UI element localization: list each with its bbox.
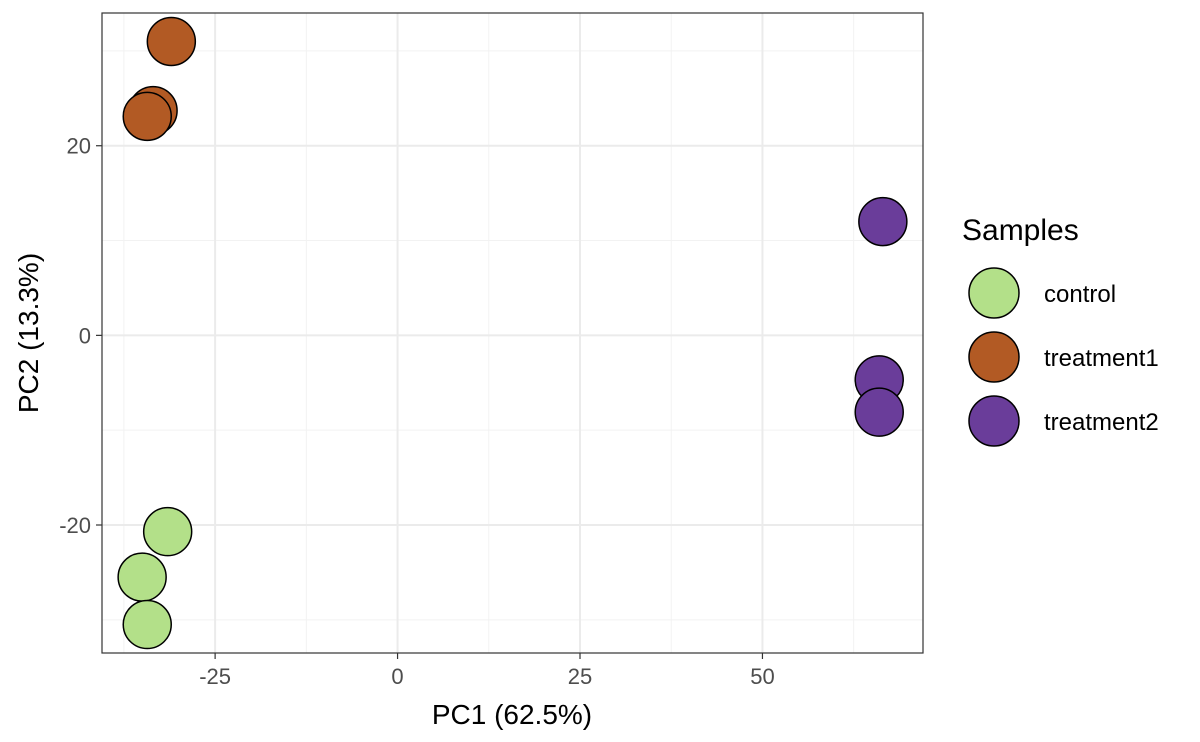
x-tick-label: -25 <box>199 664 231 689</box>
y-axis: -20 0 20 <box>59 134 102 538</box>
legend-key-control <box>968 267 1020 319</box>
legend-title: Samples <box>962 214 1079 247</box>
data-point-treatment2 <box>858 196 908 247</box>
data-point-treatment1 <box>122 91 172 142</box>
plot-panel <box>101 12 924 654</box>
panel-border <box>101 12 924 654</box>
legend-label-treatment2: treatment2 <box>1044 409 1159 436</box>
data-point-treatment2 <box>854 387 904 437</box>
legend-label-control: control <box>1044 281 1116 308</box>
data-points <box>117 16 908 650</box>
data-point-treatment1 <box>146 16 197 67</box>
data-point-control <box>142 506 193 557</box>
grid-major <box>102 13 923 653</box>
grid-minor <box>102 13 923 653</box>
data-point-control <box>117 552 167 602</box>
legend-key-treatment1 <box>968 331 1020 383</box>
x-axis-title: PC1 (62.5%) <box>432 699 592 730</box>
x-tick-label: 0 <box>391 664 403 689</box>
legend: Samples control treatment1 treatment2 <box>962 214 1159 447</box>
x-axis: -25 0 25 50 <box>199 653 775 689</box>
y-tick-label: 20 <box>67 134 91 159</box>
y-tick-label: -20 <box>59 513 91 538</box>
y-tick-label: 0 <box>79 323 91 348</box>
x-tick-label: 50 <box>750 664 774 689</box>
panel-background <box>102 13 923 653</box>
x-tick-label: 25 <box>568 664 592 689</box>
data-point-control <box>122 599 172 650</box>
y-axis-title: PC2 (13.3%) <box>13 253 44 413</box>
legend-label-treatment1: treatment1 <box>1044 345 1159 372</box>
legend-key-treatment2 <box>968 395 1020 447</box>
